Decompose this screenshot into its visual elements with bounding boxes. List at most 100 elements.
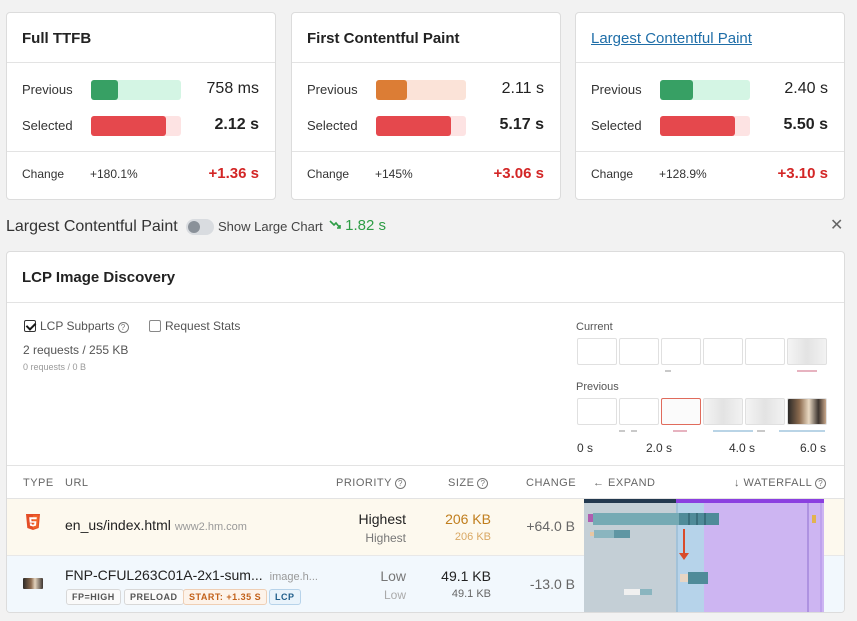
help-icon[interactable]: ? [477, 478, 489, 489]
requests-summary-previous: 0 requests / 0 B [23, 362, 87, 372]
filmstrip-frame[interactable] [577, 398, 617, 425]
filmstrip-frame[interactable] [703, 338, 743, 365]
size-value: 206 KB [445, 511, 491, 527]
change-delta: +1.36 s [208, 165, 259, 182]
selected-value: 2.12 s [214, 116, 259, 133]
tag-start: START: +1.35 S [183, 589, 268, 605]
large-chart-toggle[interactable] [186, 219, 214, 235]
divider [7, 151, 275, 152]
lcp-subparts-option[interactable]: LCP Subparts? [24, 319, 129, 333]
request-tick [797, 370, 817, 372]
metric-title-link[interactable]: Largest Contentful Paint [576, 13, 844, 63]
image-thumbnail-icon [23, 578, 43, 589]
previous-label: Previous [307, 82, 358, 97]
metric-card-lcp: Largest Contentful Paint Previous 2.40 s… [575, 12, 845, 200]
size-previous: 49.1 KB [451, 588, 491, 600]
filmstrip-frame[interactable] [745, 338, 785, 365]
col-size-label: SIZE [448, 477, 475, 489]
previous-label: Previous [22, 82, 73, 97]
previous-bar [660, 80, 750, 100]
selected-row: Selected 5.50 s [591, 116, 829, 136]
previous-bar-fill [376, 80, 407, 100]
filmstrip-frame-lcp[interactable] [787, 398, 827, 425]
change-delta: +3.06 s [493, 165, 544, 182]
lcp-discovery-panel: LCP Image Discovery LCP Subparts? Reques… [6, 251, 845, 613]
filmstrip-frame[interactable] [745, 398, 785, 425]
request-tick [673, 430, 687, 432]
request-tick [757, 430, 765, 432]
requests-summary: 2 requests / 255 KB [23, 343, 129, 357]
help-icon[interactable]: ? [394, 478, 406, 489]
previous-bar-fill [91, 80, 118, 100]
filmstrip-frame[interactable] [577, 338, 617, 365]
request-tick [631, 430, 637, 432]
previous-value: 758 ms [206, 80, 259, 97]
col-size[interactable]: SIZE? [448, 477, 489, 489]
request-stats-option[interactable]: Request Stats [149, 319, 240, 333]
previous-row: Previous 2.40 s [591, 80, 829, 100]
filmstrip-frame-highlighted[interactable] [661, 398, 701, 425]
selected-row: Selected 2.12 s [22, 116, 260, 136]
request-tick [619, 430, 625, 432]
current-label: Current [576, 321, 613, 333]
tag-fetchpriority: FP=HIGH [66, 589, 121, 605]
close-icon[interactable]: ✕ [830, 217, 844, 234]
request-tick [713, 430, 753, 432]
col-priority[interactable]: PRIORITY? [336, 477, 406, 489]
toggle-label[interactable]: Show Large Chart [218, 219, 323, 234]
change-percent: +145% [375, 167, 413, 181]
expand-button[interactable]: ← EXPAND [593, 477, 656, 489]
priority-value: Low [380, 568, 406, 584]
selected-row: Selected 5.17 s [307, 116, 545, 136]
request-stats-checkbox[interactable] [149, 320, 161, 332]
waterfall-chart[interactable] [584, 499, 824, 612]
axis-tick-label: 0 s [577, 441, 594, 455]
filmstrip-frame[interactable] [661, 338, 701, 365]
html5-icon [26, 514, 40, 530]
change-percent: +128.9% [659, 167, 707, 181]
divider [292, 151, 560, 152]
previous-bar-fill [660, 80, 693, 100]
col-change[interactable]: CHANGE [526, 477, 577, 489]
selected-bar-fill [376, 116, 451, 136]
request-url[interactable]: FNP-CFUL263C01A-2x1-sum... image.h... [65, 567, 318, 583]
priority-value: Highest [358, 511, 406, 527]
filmstrip-frame[interactable] [619, 338, 659, 365]
filmstrip-frame[interactable] [703, 398, 743, 425]
previous-label: Previous [576, 381, 619, 393]
col-url[interactable]: URL [65, 477, 89, 489]
col-type: TYPE [23, 477, 54, 489]
priority-previous: Low [383, 588, 406, 602]
change-row: Change +128.9% +3.10 s [591, 165, 829, 182]
help-icon[interactable]: ? [117, 322, 129, 333]
url-text: FNP-CFUL263C01A-2x1-sum... [65, 567, 263, 583]
selected-value: 5.50 s [783, 116, 828, 133]
size-previous: 206 KB [454, 531, 491, 543]
change-row: Change +145% +3.06 s [307, 165, 545, 182]
url-text: en_us/index.html [65, 517, 171, 533]
metric-title: First Contentful Paint [292, 13, 560, 63]
filmstrip-frame[interactable] [619, 398, 659, 425]
selected-bar-fill [660, 116, 735, 136]
tag-preload: PRELOAD [124, 589, 184, 605]
change-value: +64.0 B [526, 518, 575, 534]
previous-bar [376, 80, 466, 100]
previous-bar [91, 80, 181, 100]
filmstrip-frame[interactable] [787, 338, 827, 365]
request-tick [779, 430, 825, 432]
help-icon[interactable]: ? [815, 478, 827, 489]
priority-previous: Highest [365, 531, 406, 545]
metric-card-ttfb: Full TTFB Previous 758 ms Selected 2.12 … [6, 12, 276, 200]
waterfall-svg [584, 499, 824, 612]
lcp-subparts-checkbox[interactable] [24, 320, 36, 332]
url-host: www2.hm.com [174, 521, 247, 533]
request-url[interactable]: en_us/index.html www2.hm.com [65, 517, 247, 533]
previous-row: Previous 758 ms [22, 80, 260, 100]
change-delta: +3.10 s [777, 165, 828, 182]
change-row: Change +180.1% +1.36 s [22, 165, 260, 182]
selected-bar-fill [91, 116, 166, 136]
request-tick [665, 370, 671, 372]
col-waterfall[interactable]: ↓ WATERFALL? [734, 477, 827, 489]
metric-title: Full TTFB [7, 13, 275, 63]
section-title: Largest Contentful Paint [6, 218, 178, 235]
